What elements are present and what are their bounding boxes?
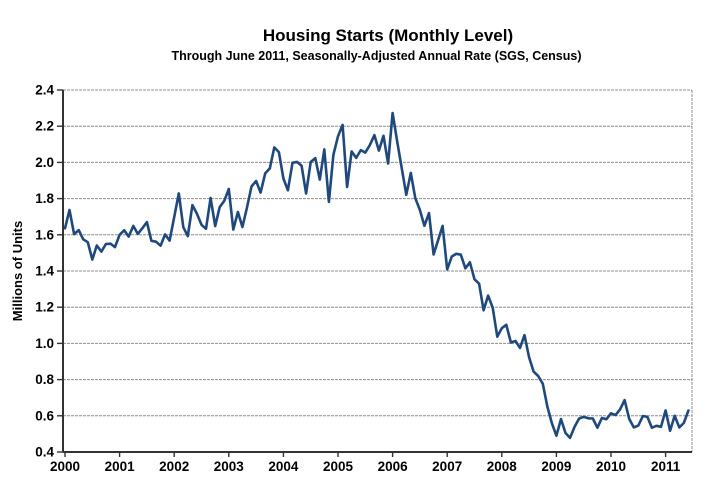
- y-axis-title: Millions of Units: [10, 221, 25, 321]
- y-tick-label: 2.4: [35, 83, 54, 98]
- x-tick-label: 2007: [432, 459, 462, 474]
- y-tick-label: 2.0: [35, 155, 54, 170]
- x-tick-label: 2003: [214, 459, 245, 474]
- series-line: [63, 111, 690, 440]
- x-tick-label: 2001: [105, 459, 136, 474]
- x-tick-label: 2000: [50, 459, 80, 474]
- chart-subtitle: Through June 2011, Seasonally-Adjusted A…: [171, 49, 582, 63]
- y-tick-label: 0.8: [35, 372, 54, 387]
- x-tick-label: 2010: [596, 459, 626, 474]
- y-tick-label: 1.8: [35, 191, 54, 206]
- x-tick-label: 2005: [323, 459, 354, 474]
- y-tick-label: 0.4: [35, 445, 54, 460]
- y-tick-label: 0.6: [35, 408, 54, 423]
- x-tick-label: 2006: [378, 459, 409, 474]
- y-tick-label: 2.2: [35, 119, 54, 134]
- y-tick-label: 1.4: [35, 264, 54, 279]
- x-tick-label: 2008: [487, 459, 518, 474]
- x-tick-label: 2002: [159, 459, 189, 474]
- chart-title: Housing Starts (Monthly Level): [262, 26, 514, 45]
- y-tick-label: 1.2: [35, 300, 54, 315]
- y-tick-label: 1.0: [35, 336, 54, 351]
- y-tick-label: 1.6: [35, 227, 54, 242]
- x-tick-label: 2011: [651, 459, 681, 474]
- x-tick-label: 2004: [268, 459, 299, 474]
- x-tick-label: 2009: [541, 459, 571, 474]
